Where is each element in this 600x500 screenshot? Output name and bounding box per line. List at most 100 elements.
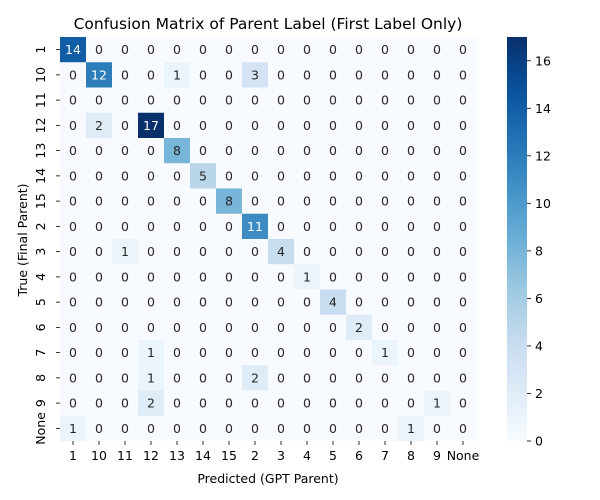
cell-annotation: 0 xyxy=(381,295,389,310)
cell-annotation: 0 xyxy=(303,219,311,234)
heatmap-cell xyxy=(268,138,295,164)
heatmap-cell xyxy=(398,239,425,265)
heatmap-cell xyxy=(424,264,451,290)
heatmap-cell xyxy=(216,365,243,391)
cell-annotation: 8 xyxy=(173,143,181,158)
colorbar-ticks: 0 2 4 6 8 10 12 14 16 xyxy=(527,53,551,449)
cell-annotation: 0 xyxy=(251,396,259,411)
heatmap-cell xyxy=(320,62,347,88)
heatmap-cell xyxy=(60,390,87,417)
heatmap-cell xyxy=(268,62,295,88)
cell-annotation: 0 xyxy=(199,143,207,158)
heatmap-cell xyxy=(112,239,139,265)
cell-annotation: 0 xyxy=(381,244,389,259)
cell-annotation: 0 xyxy=(147,168,155,183)
cell-annotation: 0 xyxy=(147,421,155,436)
cell-annotation: 0 xyxy=(69,219,77,234)
cell-annotation: 0 xyxy=(329,118,337,133)
heatmap-cell xyxy=(138,264,165,290)
cell-annotation: 0 xyxy=(121,219,129,234)
cell-annotation: 0 xyxy=(251,421,259,436)
cell-annotation: 0 xyxy=(173,93,181,108)
cell-annotation: 0 xyxy=(407,194,415,209)
cell-annotation: 2 xyxy=(251,370,259,385)
heatmap-cell xyxy=(268,213,295,240)
cell-annotation: 0 xyxy=(173,320,181,335)
heatmap-cell xyxy=(294,239,321,265)
heatmap-cell xyxy=(398,213,425,240)
heatmap-cell xyxy=(372,390,399,417)
cell-annotation: 0 xyxy=(95,295,103,310)
cell-annotation: 0 xyxy=(381,320,389,335)
heatmap-cell xyxy=(164,365,191,391)
cell-annotation: 0 xyxy=(329,269,337,284)
y-tick-label: 4 xyxy=(33,273,48,281)
y-tick-labels: 1 10 11 12 13 14 15 2 3 4 5 6 7 8 9 None xyxy=(33,46,60,445)
cell-annotation: 0 xyxy=(407,269,415,284)
colorbar-tick-label: 2 xyxy=(535,386,543,401)
y-tick-label: 2 xyxy=(33,222,48,230)
heatmap-cell xyxy=(216,138,243,164)
heatmap-cell xyxy=(372,188,399,215)
cell-annotation: 0 xyxy=(459,244,467,259)
cell-annotation: 0 xyxy=(69,118,77,133)
cell-annotation: 0 xyxy=(95,194,103,209)
cell-annotation: 0 xyxy=(433,219,441,234)
heatmap-cell xyxy=(242,314,269,341)
heatmap-cell xyxy=(294,213,321,240)
cell-annotation: 0 xyxy=(173,244,181,259)
cell-annotation: 0 xyxy=(433,143,441,158)
heatmap-cell xyxy=(112,340,139,366)
heatmap-cell xyxy=(346,239,373,265)
heatmap-cell xyxy=(60,112,87,139)
cell-annotation: 0 xyxy=(303,143,311,158)
heatmap-cell xyxy=(372,415,399,442)
heatmap-cell xyxy=(242,213,269,240)
cell-annotation: 0 xyxy=(251,168,259,183)
cell-annotation: 0 xyxy=(251,93,259,108)
heatmap-cell xyxy=(112,289,139,316)
heatmap-cell xyxy=(346,163,373,189)
heatmap-cell xyxy=(320,112,347,139)
cell-annotation: 0 xyxy=(69,396,77,411)
cell-annotation: 0 xyxy=(381,269,389,284)
x-tick-label: 15 xyxy=(221,448,237,463)
heatmap-cell xyxy=(138,314,165,341)
cell-annotation: 0 xyxy=(199,194,207,209)
cell-annotation: 0 xyxy=(433,345,441,360)
cell-annotation: 0 xyxy=(277,219,285,234)
cell-annotation: 0 xyxy=(303,93,311,108)
heatmap-cell xyxy=(164,390,191,417)
cell-annotation: 0 xyxy=(121,194,129,209)
x-tick-label: 4 xyxy=(303,448,311,463)
heatmap-cell xyxy=(424,37,451,63)
heatmap-cell xyxy=(164,112,191,139)
cell-annotation: 0 xyxy=(251,143,259,158)
cell-annotation: 0 xyxy=(173,168,181,183)
cell-annotation: 0 xyxy=(407,118,415,133)
heatmap-cell xyxy=(372,314,399,341)
cell-annotation: 0 xyxy=(251,118,259,133)
heatmap-cell xyxy=(138,163,165,189)
cell-annotation: 0 xyxy=(459,42,467,57)
heatmap-cell xyxy=(112,390,139,417)
heatmap-cell xyxy=(86,188,113,215)
cell-annotation: 0 xyxy=(329,345,337,360)
heatmap-cell xyxy=(216,112,243,139)
heatmap-cell xyxy=(372,213,399,240)
cell-annotation: 0 xyxy=(459,93,467,108)
heatmap-cell xyxy=(268,239,295,265)
heatmap-cell xyxy=(398,314,425,341)
heatmap-cell xyxy=(268,37,295,63)
cell-annotation: 0 xyxy=(173,118,181,133)
y-tick-label: None xyxy=(33,412,48,445)
heatmap-cell xyxy=(60,163,87,189)
cell-annotation: 0 xyxy=(121,421,129,436)
heatmap-cell xyxy=(190,264,217,290)
heatmap-cell xyxy=(372,239,399,265)
cell-annotation: 0 xyxy=(433,93,441,108)
cell-annotation: 0 xyxy=(355,143,363,158)
heatmap-cell xyxy=(216,239,243,265)
x-tick-label: 10 xyxy=(91,448,107,463)
heatmap-cell xyxy=(60,62,87,88)
